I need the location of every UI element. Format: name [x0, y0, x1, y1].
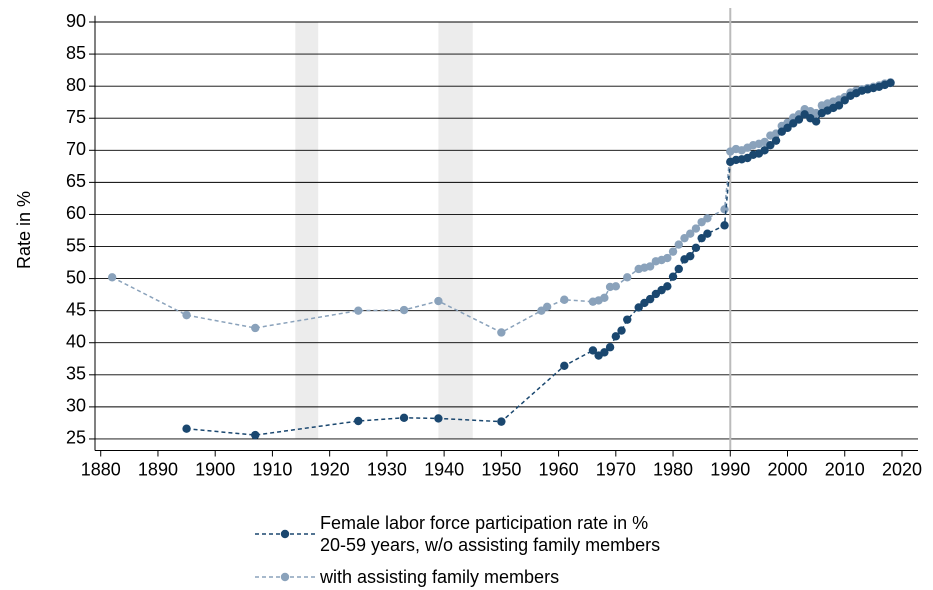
point — [840, 96, 849, 105]
y-tick-label: 85 — [66, 43, 86, 63]
point — [703, 214, 712, 223]
shaded-period — [295, 22, 319, 439]
point — [811, 117, 821, 126]
point — [674, 240, 683, 249]
point — [399, 305, 409, 315]
point — [760, 146, 769, 155]
legend-label: Female labor force participation rate in… — [320, 513, 661, 555]
y-tick-label: 80 — [66, 75, 86, 95]
point — [605, 343, 615, 352]
legend-label: with assisting family members — [320, 567, 560, 587]
x-tick-label: 1990 — [710, 459, 750, 479]
point — [107, 273, 117, 282]
x-tick-label: 1970 — [596, 459, 636, 479]
x-tick-label: 1950 — [481, 459, 521, 479]
point — [600, 348, 609, 357]
point — [691, 243, 701, 252]
point — [703, 229, 712, 238]
point — [697, 233, 706, 243]
point — [766, 140, 775, 150]
point — [182, 424, 191, 433]
point — [182, 310, 191, 320]
x-tick-label: 1910 — [252, 459, 292, 479]
point — [771, 136, 781, 145]
point — [617, 326, 626, 335]
point — [251, 430, 260, 440]
point — [794, 115, 804, 124]
series-line — [186, 82, 891, 436]
shaded-period — [438, 22, 473, 439]
y-tick-label: 70 — [66, 139, 86, 159]
x-tick-label: 1980 — [653, 459, 693, 479]
y-tick-label: 30 — [66, 396, 86, 416]
y-tick-label: 35 — [66, 364, 86, 384]
point — [834, 101, 844, 110]
legend-swatch-marker — [280, 572, 290, 582]
x-tick-label: 1900 — [195, 459, 235, 479]
point — [611, 282, 621, 291]
point — [668, 272, 678, 281]
point — [434, 296, 443, 306]
series-line — [111, 81, 891, 334]
point — [560, 295, 569, 304]
y-tick-label: 25 — [66, 428, 86, 448]
point — [680, 233, 689, 243]
point — [623, 273, 632, 282]
x-tick-label: 1890 — [138, 459, 178, 479]
point — [611, 332, 621, 341]
point — [354, 416, 363, 426]
y-axis-title: Rate in % — [14, 191, 34, 269]
point — [497, 328, 506, 337]
point — [623, 315, 632, 324]
point — [251, 323, 260, 333]
x-tick-label: 1960 — [539, 459, 579, 479]
point — [560, 361, 569, 371]
y-tick-label: 75 — [66, 107, 86, 127]
y-tick-label: 40 — [66, 331, 86, 351]
y-tick-label: 60 — [66, 203, 86, 223]
point — [542, 302, 552, 312]
point — [668, 247, 678, 256]
point — [600, 293, 609, 303]
point — [645, 294, 655, 304]
x-tick-label: 1940 — [424, 459, 464, 479]
point — [497, 417, 506, 426]
point — [588, 346, 598, 355]
x-tick-label: 1920 — [310, 459, 350, 479]
y-tick-label: 90 — [66, 11, 86, 31]
point — [434, 414, 443, 423]
x-tick-label: 2020 — [882, 459, 922, 479]
point — [663, 282, 672, 291]
point — [354, 306, 363, 315]
point — [663, 253, 672, 263]
point — [686, 251, 695, 261]
x-tick-label: 1880 — [81, 459, 121, 479]
x-tick-label: 2010 — [825, 459, 865, 479]
y-tick-label: 45 — [66, 299, 86, 319]
x-tick-label: 1930 — [367, 459, 407, 479]
point — [720, 221, 729, 230]
point — [674, 264, 683, 274]
y-tick-label: 50 — [66, 267, 86, 287]
point — [645, 262, 655, 271]
point — [886, 78, 895, 88]
point — [634, 303, 643, 312]
point — [691, 224, 701, 233]
y-tick-label: 65 — [66, 171, 86, 191]
x-tick-label: 2000 — [767, 459, 807, 479]
point — [720, 205, 729, 214]
y-tick-label: 55 — [66, 235, 86, 255]
point — [783, 123, 792, 133]
legend-swatch-marker — [280, 529, 290, 539]
point — [399, 413, 409, 422]
point — [686, 229, 695, 238]
